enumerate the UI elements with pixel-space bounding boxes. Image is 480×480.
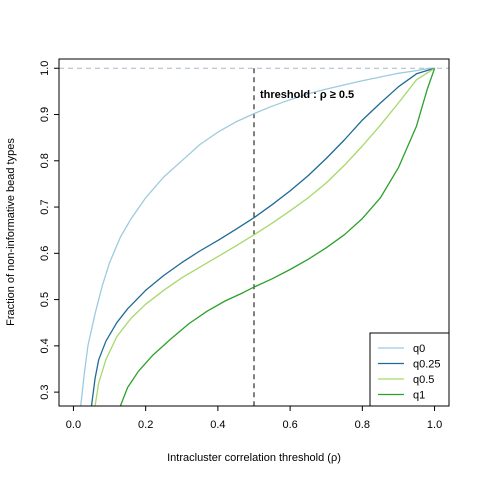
legend-label-q0-25: q0.25 (413, 359, 441, 371)
x-tick-label: 0.4 (210, 419, 225, 431)
series-line-q0-25 (90, 67, 435, 406)
x-tick-label: 0.6 (282, 419, 297, 431)
y-axis-label: Fraction of non-informative bead types (5, 138, 17, 326)
y-tick-label: 0.4 (39, 338, 51, 353)
legend: q0 q0.25 q0.5 q1 (369, 332, 450, 407)
x-tick-label: 0.8 (355, 419, 370, 431)
y-tick-label: 0.7 (39, 199, 51, 214)
legend-label-q0: q0 (413, 343, 425, 355)
plot-box (58, 58, 450, 407)
series-line-q0-5 (94, 67, 435, 406)
series-line-q1 (119, 68, 436, 406)
y-tick-label: 0.3 (39, 384, 51, 399)
y-axis: 0.3 0.4 0.5 0.6 0.7 0.8 0.9 1.0 (39, 61, 59, 400)
legend-label-q0-5: q0.5 (413, 374, 434, 386)
y-tick-label: 0.8 (39, 153, 51, 168)
x-axis: 0.0 0.2 0.4 0.6 0.8 1.0 (66, 406, 442, 431)
y-tick-label: 0.9 (39, 107, 51, 122)
legend-box (369, 332, 450, 407)
x-axis-label: Intracluster correlation threshold (ρ) (167, 452, 341, 464)
y-tick-label: 0.5 (39, 292, 51, 307)
y-tick-label: 0.6 (39, 246, 51, 261)
y-tick-label: 1.0 (39, 61, 51, 76)
x-tick-label: 0.0 (66, 419, 81, 431)
threshold-annotation: threshold : ρ ≥ 0.5 (260, 89, 354, 101)
series-line-q0 (80, 67, 435, 406)
x-tick-label: 0.2 (138, 419, 153, 431)
x-tick-label: 1.0 (427, 419, 442, 431)
series-layer (59, 67, 449, 406)
legend-label-q1: q1 (413, 390, 425, 402)
